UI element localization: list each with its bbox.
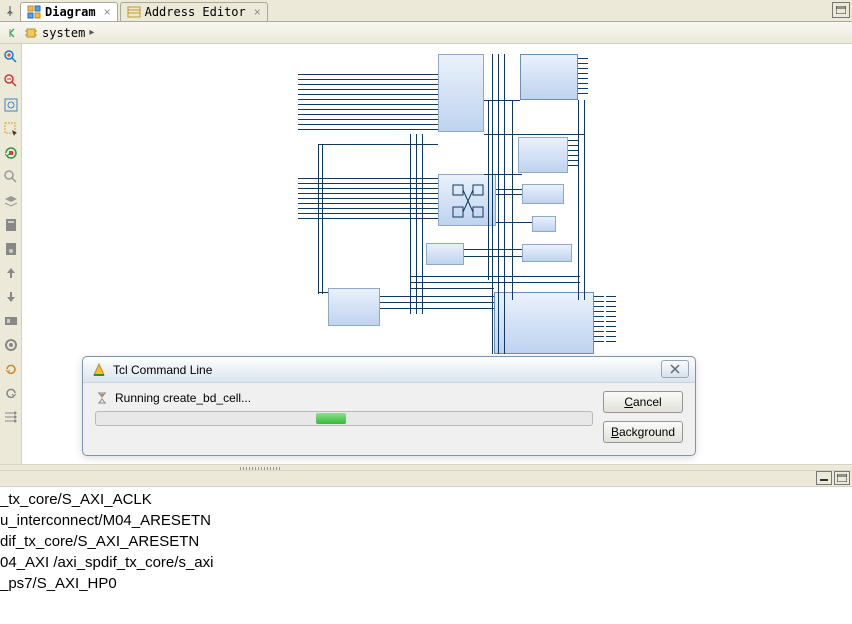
zoom-fit-icon[interactable]	[2, 96, 20, 114]
block	[522, 184, 564, 204]
refresh-icon[interactable]	[2, 360, 20, 378]
add-ip-icon[interactable]	[2, 216, 20, 234]
address-editor-icon	[127, 5, 141, 19]
collapse-icon[interactable]	[4, 25, 20, 41]
console-line: dif_tx_core/S_AXI_ARESETN	[0, 533, 852, 554]
dialog-titlebar: Tcl Command Line	[83, 357, 695, 383]
layers-icon[interactable]	[2, 192, 20, 210]
block	[438, 54, 484, 132]
block	[426, 243, 464, 265]
tab-label: Diagram	[45, 5, 96, 19]
left-toolbar	[0, 44, 22, 464]
hourglass-icon	[95, 391, 109, 405]
system-icon	[24, 26, 38, 40]
breadcrumb-separator: ▸	[89, 27, 94, 38]
block	[520, 54, 578, 100]
progress-bar	[95, 411, 593, 426]
minimize-button[interactable]	[816, 471, 832, 485]
maximize-button[interactable]	[834, 471, 850, 485]
hierarchy-up-icon[interactable]	[2, 264, 20, 282]
zoom-out-icon[interactable]	[2, 72, 20, 90]
block	[494, 292, 594, 354]
block	[518, 137, 568, 173]
tab-address-editor[interactable]: Address Editor ×	[120, 2, 268, 21]
block	[522, 244, 572, 262]
console-line: 04_AXI /axi_spdif_tx_core/s_axi	[0, 554, 852, 575]
undo-icon[interactable]	[2, 384, 20, 402]
close-icon[interactable]: ×	[104, 5, 111, 19]
tab-label: Address Editor	[145, 5, 246, 19]
zoom-area-icon[interactable]	[2, 120, 20, 138]
tab-diagram[interactable]: Diagram ×	[20, 2, 118, 21]
cancel-button[interactable]: Cancel	[603, 391, 683, 413]
background-button[interactable]: Background	[603, 421, 683, 443]
pin-icon[interactable]	[0, 0, 20, 21]
hierarchy-down-icon[interactable]	[2, 288, 20, 306]
validate-icon[interactable]	[2, 312, 20, 330]
add-port-icon[interactable]	[2, 240, 20, 258]
block	[328, 288, 380, 326]
zoom-in-icon[interactable]	[2, 48, 20, 66]
tab-bar: Diagram × Address Editor ×	[0, 0, 852, 22]
auto-layout-icon[interactable]	[2, 144, 20, 162]
console-header	[0, 471, 852, 487]
breadcrumb-name[interactable]: system	[42, 26, 85, 40]
console-line: _tx_core/S_AXI_ACLK	[0, 491, 852, 512]
tcl-console-output: _tx_core/S_AXI_ACLK u_interconnect/M04_A…	[0, 487, 852, 596]
tcl-progress-dialog: Tcl Command Line Running create_bd_cell.…	[82, 356, 696, 456]
show-ports-icon[interactable]	[2, 408, 20, 426]
maximize-button[interactable]	[832, 2, 850, 18]
dialog-message: Running create_bd_cell...	[115, 391, 251, 405]
app-icon	[91, 362, 107, 378]
console-line: _ps7/S_AXI_HP0	[0, 575, 852, 596]
close-icon[interactable]: ×	[254, 5, 261, 19]
console-line: u_interconnect/M04_ARESETN	[0, 512, 852, 533]
pane-splitter[interactable]	[0, 464, 852, 471]
diagram-icon	[27, 5, 41, 19]
dialog-title: Tcl Command Line	[113, 363, 212, 377]
breadcrumb: system ▸	[0, 22, 852, 44]
progress-fill	[316, 413, 346, 424]
block	[532, 216, 556, 232]
dialog-close-button[interactable]	[661, 360, 689, 378]
settings-icon[interactable]	[2, 336, 20, 354]
search-icon[interactable]	[2, 168, 20, 186]
